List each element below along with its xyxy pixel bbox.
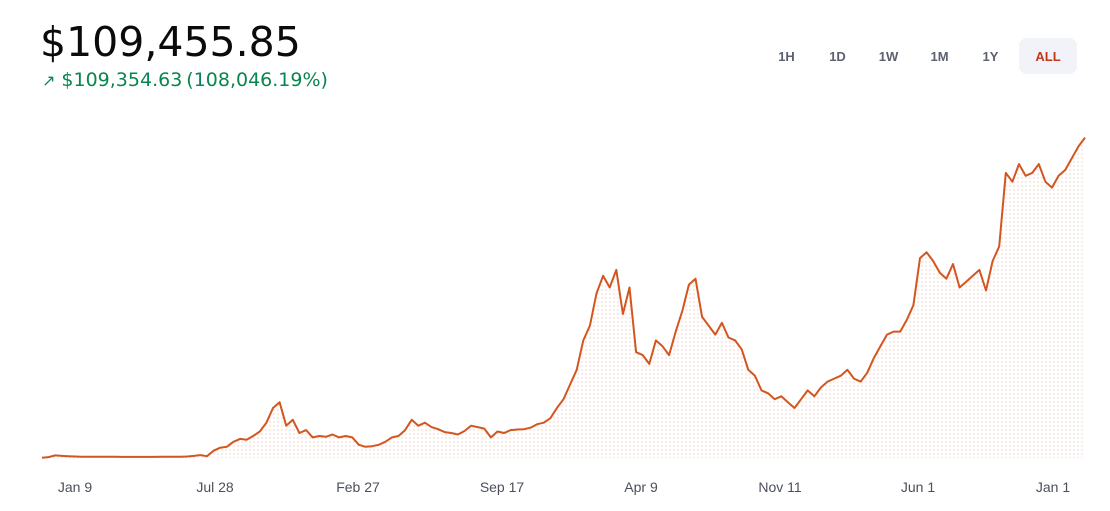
change-amount: $109,354.63 — [61, 69, 183, 91]
x-tick-label: Feb 27 — [336, 479, 380, 495]
timeframe-all-button[interactable]: ALL — [1019, 38, 1077, 74]
timeframe-1h-button[interactable]: 1H — [778, 48, 795, 64]
arrow-up-right-icon: ↗ — [42, 70, 56, 90]
timeframe-1m-button[interactable]: 1M — [930, 48, 949, 64]
timeframe-1w-button[interactable]: 1W — [878, 48, 899, 64]
x-tick-label: Sep 17 — [480, 479, 525, 495]
x-tick-label: Apr 9 — [624, 479, 658, 495]
price-line — [41, 137, 1086, 459]
x-tick-label: Jul 28 — [196, 479, 234, 495]
x-tick-label: Jan 9 — [58, 479, 92, 495]
timeframe-1d-button[interactable]: 1D — [829, 48, 846, 64]
change-percent: (108,046.19%) — [186, 69, 328, 91]
x-tick-label: Jan 1 — [1036, 479, 1070, 495]
x-tick-label: Nov 11 — [758, 479, 802, 495]
price-area-fill — [42, 137, 1085, 458]
current-price: $109,455.85 — [40, 18, 301, 66]
price-change: ↗ $109,354.63 (108,046.19%) — [42, 69, 328, 91]
timeframe-selector: 1H 1D 1W 1M 1Y ALL — [764, 38, 1077, 74]
x-tick-label: Jun 1 — [901, 479, 935, 495]
timeframe-1y-button[interactable]: 1Y — [982, 48, 999, 64]
